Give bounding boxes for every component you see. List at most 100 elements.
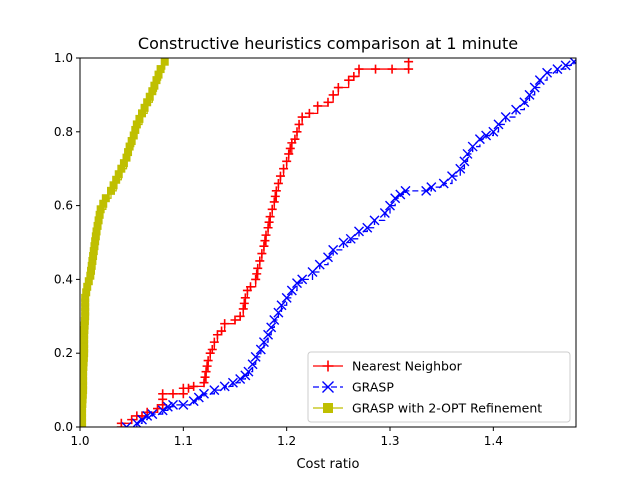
x-axis: 1.0 1.1 1.2 1.3 1.4 — [70, 427, 503, 448]
data-point — [199, 378, 209, 388]
data-point — [344, 75, 354, 85]
data-point — [84, 277, 93, 286]
data-point — [265, 212, 275, 222]
data-point — [251, 274, 261, 284]
data-point — [275, 171, 285, 181]
data-point — [304, 108, 314, 118]
data-point — [238, 304, 248, 314]
legend-entry-1: GRASP — [313, 380, 394, 395]
data-point — [91, 232, 100, 241]
data-point — [290, 134, 300, 144]
data-point — [270, 191, 280, 201]
data-point — [247, 359, 258, 370]
data-point — [519, 97, 530, 108]
data-point — [560, 60, 571, 71]
data-point — [474, 134, 485, 145]
data-point — [121, 422, 132, 427]
data-point — [80, 390, 87, 399]
data-point — [345, 233, 356, 244]
data-point — [189, 381, 199, 391]
data-point — [160, 58, 169, 66]
data-point — [286, 285, 297, 296]
data-point — [131, 418, 142, 427]
data-point — [207, 345, 217, 355]
data-point — [81, 298, 90, 307]
data-point — [116, 418, 126, 427]
data-point — [203, 356, 213, 366]
data-point — [80, 316, 89, 325]
data-point — [109, 181, 118, 190]
data-point — [455, 163, 466, 174]
legend-entry-2: GRASP with 2-OPT Refinement — [313, 401, 542, 416]
data-point — [322, 381, 334, 393]
data-point — [328, 244, 339, 255]
data-point — [369, 215, 380, 226]
data-point — [135, 114, 144, 123]
x-axis-label: Cost ratio — [296, 457, 359, 472]
data-point — [488, 126, 499, 137]
data-point — [267, 204, 277, 214]
data-point — [145, 92, 154, 101]
data-point — [284, 149, 294, 159]
data-point — [162, 401, 173, 412]
data-point — [124, 148, 133, 157]
data-point — [80, 409, 87, 418]
legend-label: GRASP — [352, 380, 394, 395]
data-point — [250, 351, 261, 362]
data-point — [227, 377, 238, 388]
data-point — [371, 64, 381, 74]
data-point — [269, 314, 280, 325]
data-point — [421, 185, 432, 196]
data-point — [279, 164, 289, 174]
data-point — [269, 197, 279, 207]
data-point — [276, 300, 287, 311]
data-point — [142, 410, 153, 421]
data-point — [235, 311, 245, 321]
data-point — [201, 367, 211, 377]
data-point — [239, 298, 249, 308]
data-point — [89, 247, 98, 256]
data-point — [158, 394, 168, 404]
data-point — [258, 337, 269, 348]
legend-label: GRASP with 2-OPT Refinement — [352, 401, 542, 416]
data-point — [426, 182, 437, 193]
data-point — [282, 156, 292, 166]
data-point — [323, 403, 333, 413]
data-point — [263, 223, 273, 233]
x-tick-label: 1.2 — [277, 434, 296, 448]
y-tick-label: 0.8 — [54, 125, 73, 139]
data-point — [253, 263, 263, 273]
data-point — [529, 82, 540, 93]
data-point — [246, 282, 255, 292]
data-point — [261, 230, 271, 240]
data-point — [137, 414, 147, 425]
data-point — [252, 269, 262, 279]
data-point — [481, 130, 492, 141]
data-point — [80, 353, 88, 362]
legend: Nearest Neighbor GRASP GRASP with 2-OPT Re… — [307, 351, 571, 423]
data-point — [271, 186, 281, 196]
data-point — [178, 399, 189, 410]
data-point — [323, 97, 333, 107]
data-point — [217, 326, 227, 336]
data-point — [524, 89, 535, 100]
x-tick-label: 1.4 — [484, 434, 503, 448]
chart-title: Constructive heuristics comparison at 1 … — [138, 34, 518, 53]
data-point — [297, 274, 308, 285]
data-point — [292, 278, 302, 289]
data-point — [500, 112, 511, 123]
data-point — [292, 127, 302, 137]
data-point — [404, 58, 414, 67]
data-point — [568, 58, 576, 67]
data-point — [131, 125, 140, 134]
data-point — [333, 83, 343, 93]
data-point — [168, 399, 178, 410]
data-point — [240, 293, 250, 303]
data-point — [459, 156, 470, 167]
y-tick-label: 0.2 — [54, 346, 73, 360]
data-point — [200, 372, 210, 382]
data-point — [255, 256, 265, 266]
data-point — [349, 71, 359, 81]
series-2 — [80, 58, 169, 427]
data-point — [230, 315, 240, 325]
